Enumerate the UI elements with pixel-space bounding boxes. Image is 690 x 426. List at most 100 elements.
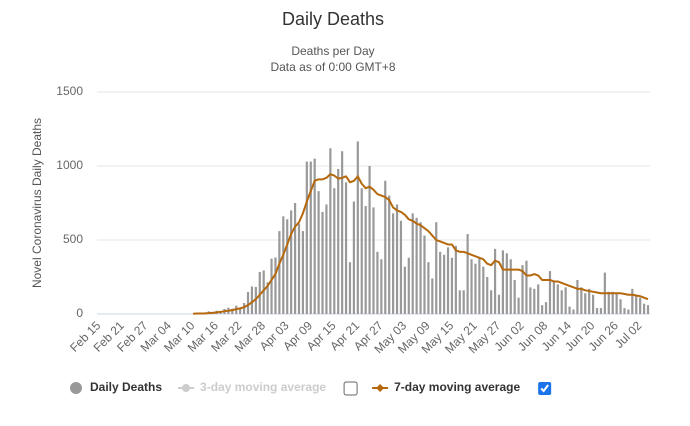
bar bbox=[258, 271, 261, 314]
y-tick-label: 0 bbox=[76, 306, 83, 320]
legend-symbol[interactable] bbox=[182, 384, 191, 392]
bar bbox=[568, 306, 571, 314]
bar bbox=[435, 222, 438, 314]
bar bbox=[290, 210, 293, 314]
bar bbox=[419, 222, 422, 314]
bar bbox=[642, 303, 646, 314]
checkbox-box[interactable] bbox=[343, 381, 358, 396]
bar bbox=[282, 216, 285, 314]
legend-symbol[interactable] bbox=[70, 382, 82, 394]
legend-checkbox[interactable] bbox=[538, 382, 552, 395]
bar bbox=[478, 257, 481, 314]
bar bbox=[572, 309, 575, 314]
bar bbox=[454, 245, 457, 314]
bar bbox=[525, 260, 528, 314]
bar bbox=[431, 278, 434, 314]
bar bbox=[623, 308, 626, 314]
bar bbox=[595, 308, 599, 314]
bar bbox=[262, 270, 265, 314]
bar bbox=[395, 204, 399, 314]
checkbox-check[interactable] bbox=[540, 384, 549, 393]
bar bbox=[356, 141, 359, 314]
bar bbox=[270, 258, 273, 314]
bar bbox=[368, 166, 371, 314]
bar bbox=[580, 287, 583, 314]
bar bbox=[639, 297, 642, 314]
bar bbox=[399, 220, 403, 314]
bar bbox=[564, 287, 567, 314]
bar bbox=[439, 251, 442, 314]
bar bbox=[352, 201, 355, 314]
bar bbox=[588, 288, 591, 314]
bar bbox=[627, 309, 630, 314]
bar bbox=[317, 191, 320, 314]
bar bbox=[611, 291, 614, 314]
bar bbox=[607, 291, 610, 314]
bar bbox=[517, 297, 520, 314]
bar bbox=[474, 263, 477, 314]
bar bbox=[529, 287, 532, 314]
chart-title: Daily Deaths bbox=[282, 9, 384, 29]
bar bbox=[305, 161, 308, 314]
bar bbox=[411, 213, 414, 314]
bar bbox=[380, 259, 383, 314]
bar bbox=[592, 294, 595, 314]
x-tick-label: Jul 02 bbox=[612, 318, 645, 351]
bar bbox=[490, 290, 493, 314]
bar bbox=[509, 259, 512, 314]
bar bbox=[297, 223, 301, 314]
bar bbox=[541, 305, 544, 314]
legend-item[interactable]: 7-day moving average bbox=[372, 380, 520, 394]
bar bbox=[556, 284, 559, 314]
bar bbox=[544, 302, 548, 314]
bar bbox=[344, 182, 348, 314]
bar bbox=[231, 308, 234, 314]
legend-label[interactable]: Daily Deaths bbox=[90, 380, 162, 394]
legend-item[interactable]: Daily Deaths bbox=[70, 380, 162, 394]
bar bbox=[325, 204, 328, 314]
bar bbox=[458, 290, 461, 314]
bar bbox=[286, 219, 289, 314]
bar bbox=[513, 279, 516, 314]
bar bbox=[337, 168, 340, 314]
bar bbox=[250, 286, 254, 314]
bar bbox=[537, 284, 540, 314]
bar bbox=[493, 248, 497, 314]
bar bbox=[646, 305, 650, 314]
bar bbox=[552, 281, 555, 314]
bar bbox=[450, 257, 454, 314]
bar bbox=[293, 203, 297, 314]
bar bbox=[301, 231, 305, 314]
legend-label[interactable]: 3-day moving average bbox=[200, 380, 326, 394]
legend-symbol[interactable] bbox=[376, 384, 385, 392]
bar bbox=[619, 299, 622, 314]
bar bbox=[274, 257, 277, 314]
bar bbox=[254, 286, 257, 314]
bar bbox=[521, 265, 524, 314]
chart-subtitle: Deaths per Day bbox=[291, 44, 374, 58]
bar bbox=[309, 161, 312, 314]
bar bbox=[246, 291, 250, 314]
bar bbox=[407, 257, 410, 314]
bar bbox=[341, 151, 344, 314]
bar bbox=[505, 253, 508, 314]
bar bbox=[442, 254, 446, 314]
legend-checkbox[interactable] bbox=[343, 381, 358, 396]
bar bbox=[266, 282, 269, 314]
bar bbox=[364, 205, 367, 314]
bar bbox=[423, 235, 426, 314]
y-tick-label: 1500 bbox=[56, 84, 83, 98]
bar bbox=[635, 294, 638, 314]
bar bbox=[313, 158, 316, 314]
legend-item[interactable]: 3-day moving average bbox=[178, 380, 326, 394]
line bbox=[193, 173, 649, 315]
bar bbox=[329, 148, 332, 314]
bar bbox=[392, 213, 395, 314]
bar bbox=[631, 288, 634, 314]
legend-label[interactable]: 7-day moving average bbox=[394, 380, 520, 394]
bar bbox=[470, 259, 473, 314]
bar bbox=[321, 211, 324, 314]
chart-subtitle: Data as of 0:00 GMT+8 bbox=[270, 60, 395, 74]
bar bbox=[501, 250, 505, 314]
